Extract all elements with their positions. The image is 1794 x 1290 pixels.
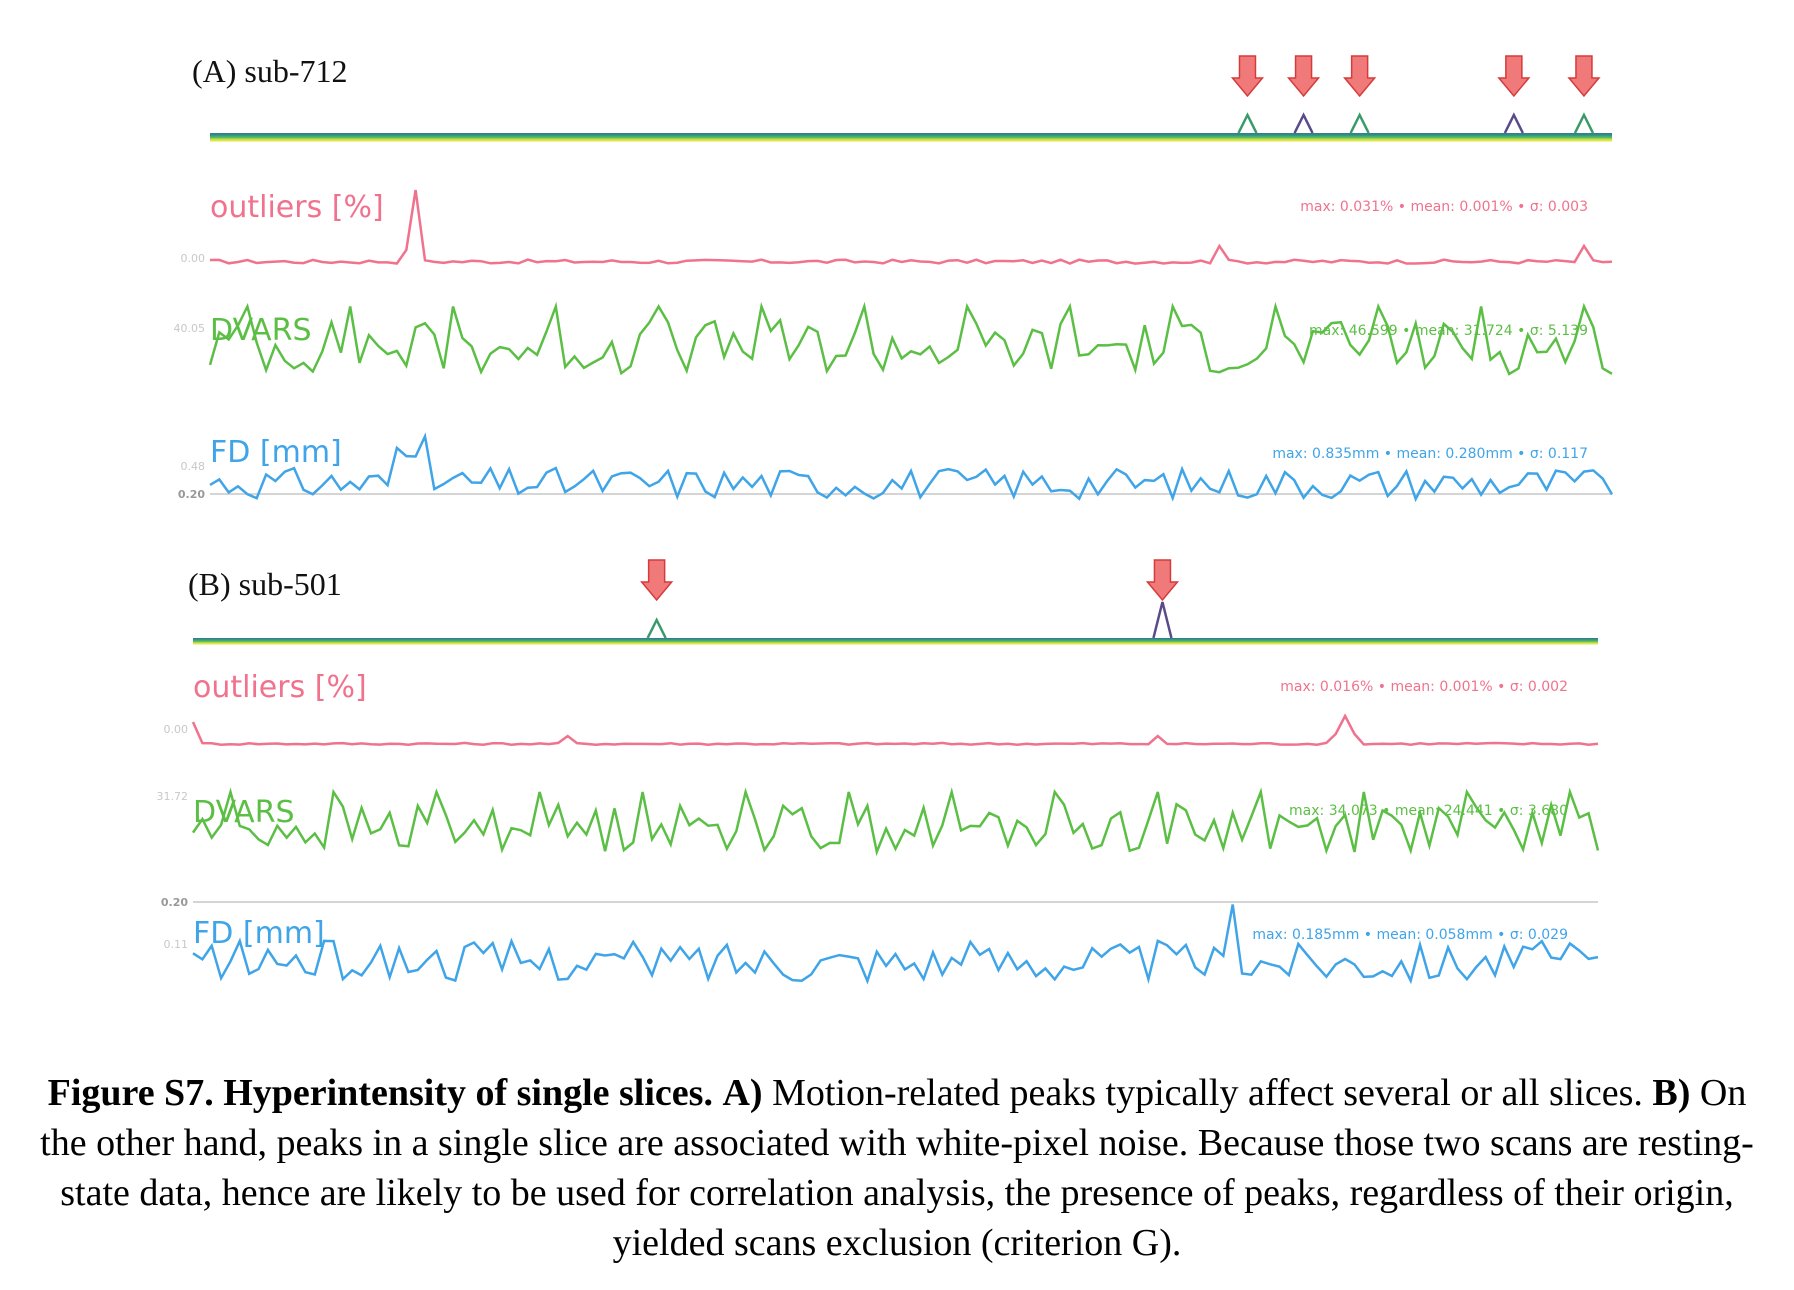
panel-a-dvars-stats: max: 46.599 • mean: 31.724 • σ: 5.139 <box>1309 323 1588 339</box>
panel-a-fd-trace: FD [mm] 0.48 0.20 max: 0.835mm • mean: 0… <box>178 432 1614 503</box>
panel-a-fd-label: FD [mm] <box>210 435 342 470</box>
peak-arrow <box>1497 55 1531 98</box>
carpet-peak <box>1503 112 1524 134</box>
panel-a-dvars-tick: 40.05 <box>174 322 206 335</box>
panel-b-title: (B) sub-501 <box>188 566 342 602</box>
carpet-peak <box>1573 112 1595 134</box>
carpet-band <box>193 641 1598 644</box>
panel-b-outliers-trace: outliers [%] 0.00 max: 0.016% • mean: 0.… <box>164 670 1599 747</box>
panel-b-fd-ref-tick: 0.20 <box>161 896 188 909</box>
panel-a-outliers-tick: 0.00 <box>181 252 206 265</box>
panel-a-dvars-label: DVARS <box>210 313 312 348</box>
peak-arrow <box>1567 55 1601 98</box>
panel-b-dvars-trace: DVARS 31.72 max: 34.073 • mean: 24.441 •… <box>157 787 1600 857</box>
caption-a-label: A) <box>722 1072 763 1114</box>
carpet-band <box>193 638 1598 640</box>
panel-a-title: (A) sub-712 <box>192 53 348 89</box>
panel-a-fd-tick: 0.48 <box>181 460 206 473</box>
panel-a-fd-line <box>209 432 1614 503</box>
carpet-band <box>193 642 1598 645</box>
caption-a-text: Motion-related peaks typically affect se… <box>772 1072 1643 1114</box>
caption-b-label: B) <box>1652 1072 1691 1114</box>
figure-panels: (A) sub-712 outliers [%] 0.00 max: 0.031… <box>157 53 1614 985</box>
peak-arrow <box>1286 55 1321 98</box>
panel-b-outliers-line <box>191 713 1599 747</box>
caption-lead: Figure S7. Hyperintensity of single slic… <box>47 1072 713 1114</box>
panel-b-dvars-line <box>191 787 1600 857</box>
carpet-band <box>193 639 1598 641</box>
carpet-band <box>210 136 1612 139</box>
caption-b-text: On the other hand, peaks in a single sli… <box>40 1072 1754 1264</box>
peak-arrow <box>1230 55 1265 98</box>
panel-b-carpet-plot <box>193 601 1598 645</box>
panel-a-dvars-trace: DVARS 40.05 max: 46.599 • mean: 31.724 •… <box>174 301 1613 376</box>
carpet-peak <box>1293 112 1314 134</box>
figure-caption: Figure S7. Hyperintensity of single slic… <box>30 1068 1764 1268</box>
peak-arrow <box>1343 55 1377 98</box>
panel-a-outliers-label: outliers [%] <box>210 190 384 225</box>
panel-a-outliers-trace: outliers [%] 0.00 max: 0.031% • mean: 0.… <box>181 189 1613 265</box>
panel-b-fd-stats: max: 0.185mm • mean: 0.058mm • σ: 0.029 <box>1252 927 1568 943</box>
panel-b-fd-trace: FD [mm] 0.11 0.20 max: 0.185mm • mean: 0… <box>161 896 1599 985</box>
panel-b-outliers-tick: 0.00 <box>164 723 189 736</box>
panel-b-fd-line <box>192 904 1599 985</box>
panel-b-outliers-stats: max: 0.016% • mean: 0.001% • σ: 0.002 <box>1280 679 1568 695</box>
carpet-peak <box>646 617 667 639</box>
carpet-peak <box>1237 112 1258 134</box>
panel-a-outliers-line <box>209 189 1613 265</box>
panel-a-carpet-plot <box>210 112 1612 142</box>
panel-b-dvars-tick: 31.72 <box>157 790 189 803</box>
panel-a-arrows <box>1230 55 1601 98</box>
panel-b: (B) sub-501 outliers [%] 0.00 max: 0.016… <box>157 559 1600 985</box>
carpet-band <box>210 137 1612 140</box>
panel-b-dvars-stats: max: 34.073 • mean: 24.441 • σ: 3.680 <box>1289 803 1568 819</box>
carpet-band <box>210 139 1612 142</box>
carpet-band <box>210 133 1612 136</box>
panel-b-fd-label: FD [mm] <box>193 916 325 951</box>
panel-a: (A) sub-712 outliers [%] 0.00 max: 0.031… <box>174 53 1614 503</box>
panel-a-fd-ref-tick: 0.20 <box>178 488 205 501</box>
panel-a-dvars-line <box>208 301 1613 376</box>
carpet-peak <box>1152 601 1173 639</box>
peak-arrow <box>1145 559 1180 602</box>
carpet-band <box>210 134 1612 137</box>
carpet-band <box>193 640 1598 643</box>
panel-b-fd-tick: 0.11 <box>164 938 189 951</box>
panel-b-outliers-label: outliers [%] <box>193 670 367 705</box>
panel-b-dvars-label: DVARS <box>193 795 295 830</box>
panel-a-outliers-stats: max: 0.031% • mean: 0.001% • σ: 0.003 <box>1300 199 1588 215</box>
peak-arrow <box>640 559 674 602</box>
carpet-peak <box>1349 112 1370 134</box>
panel-a-fd-stats: max: 0.835mm • mean: 0.280mm • σ: 0.117 <box>1272 446 1588 462</box>
panel-b-arrows <box>640 559 1180 602</box>
